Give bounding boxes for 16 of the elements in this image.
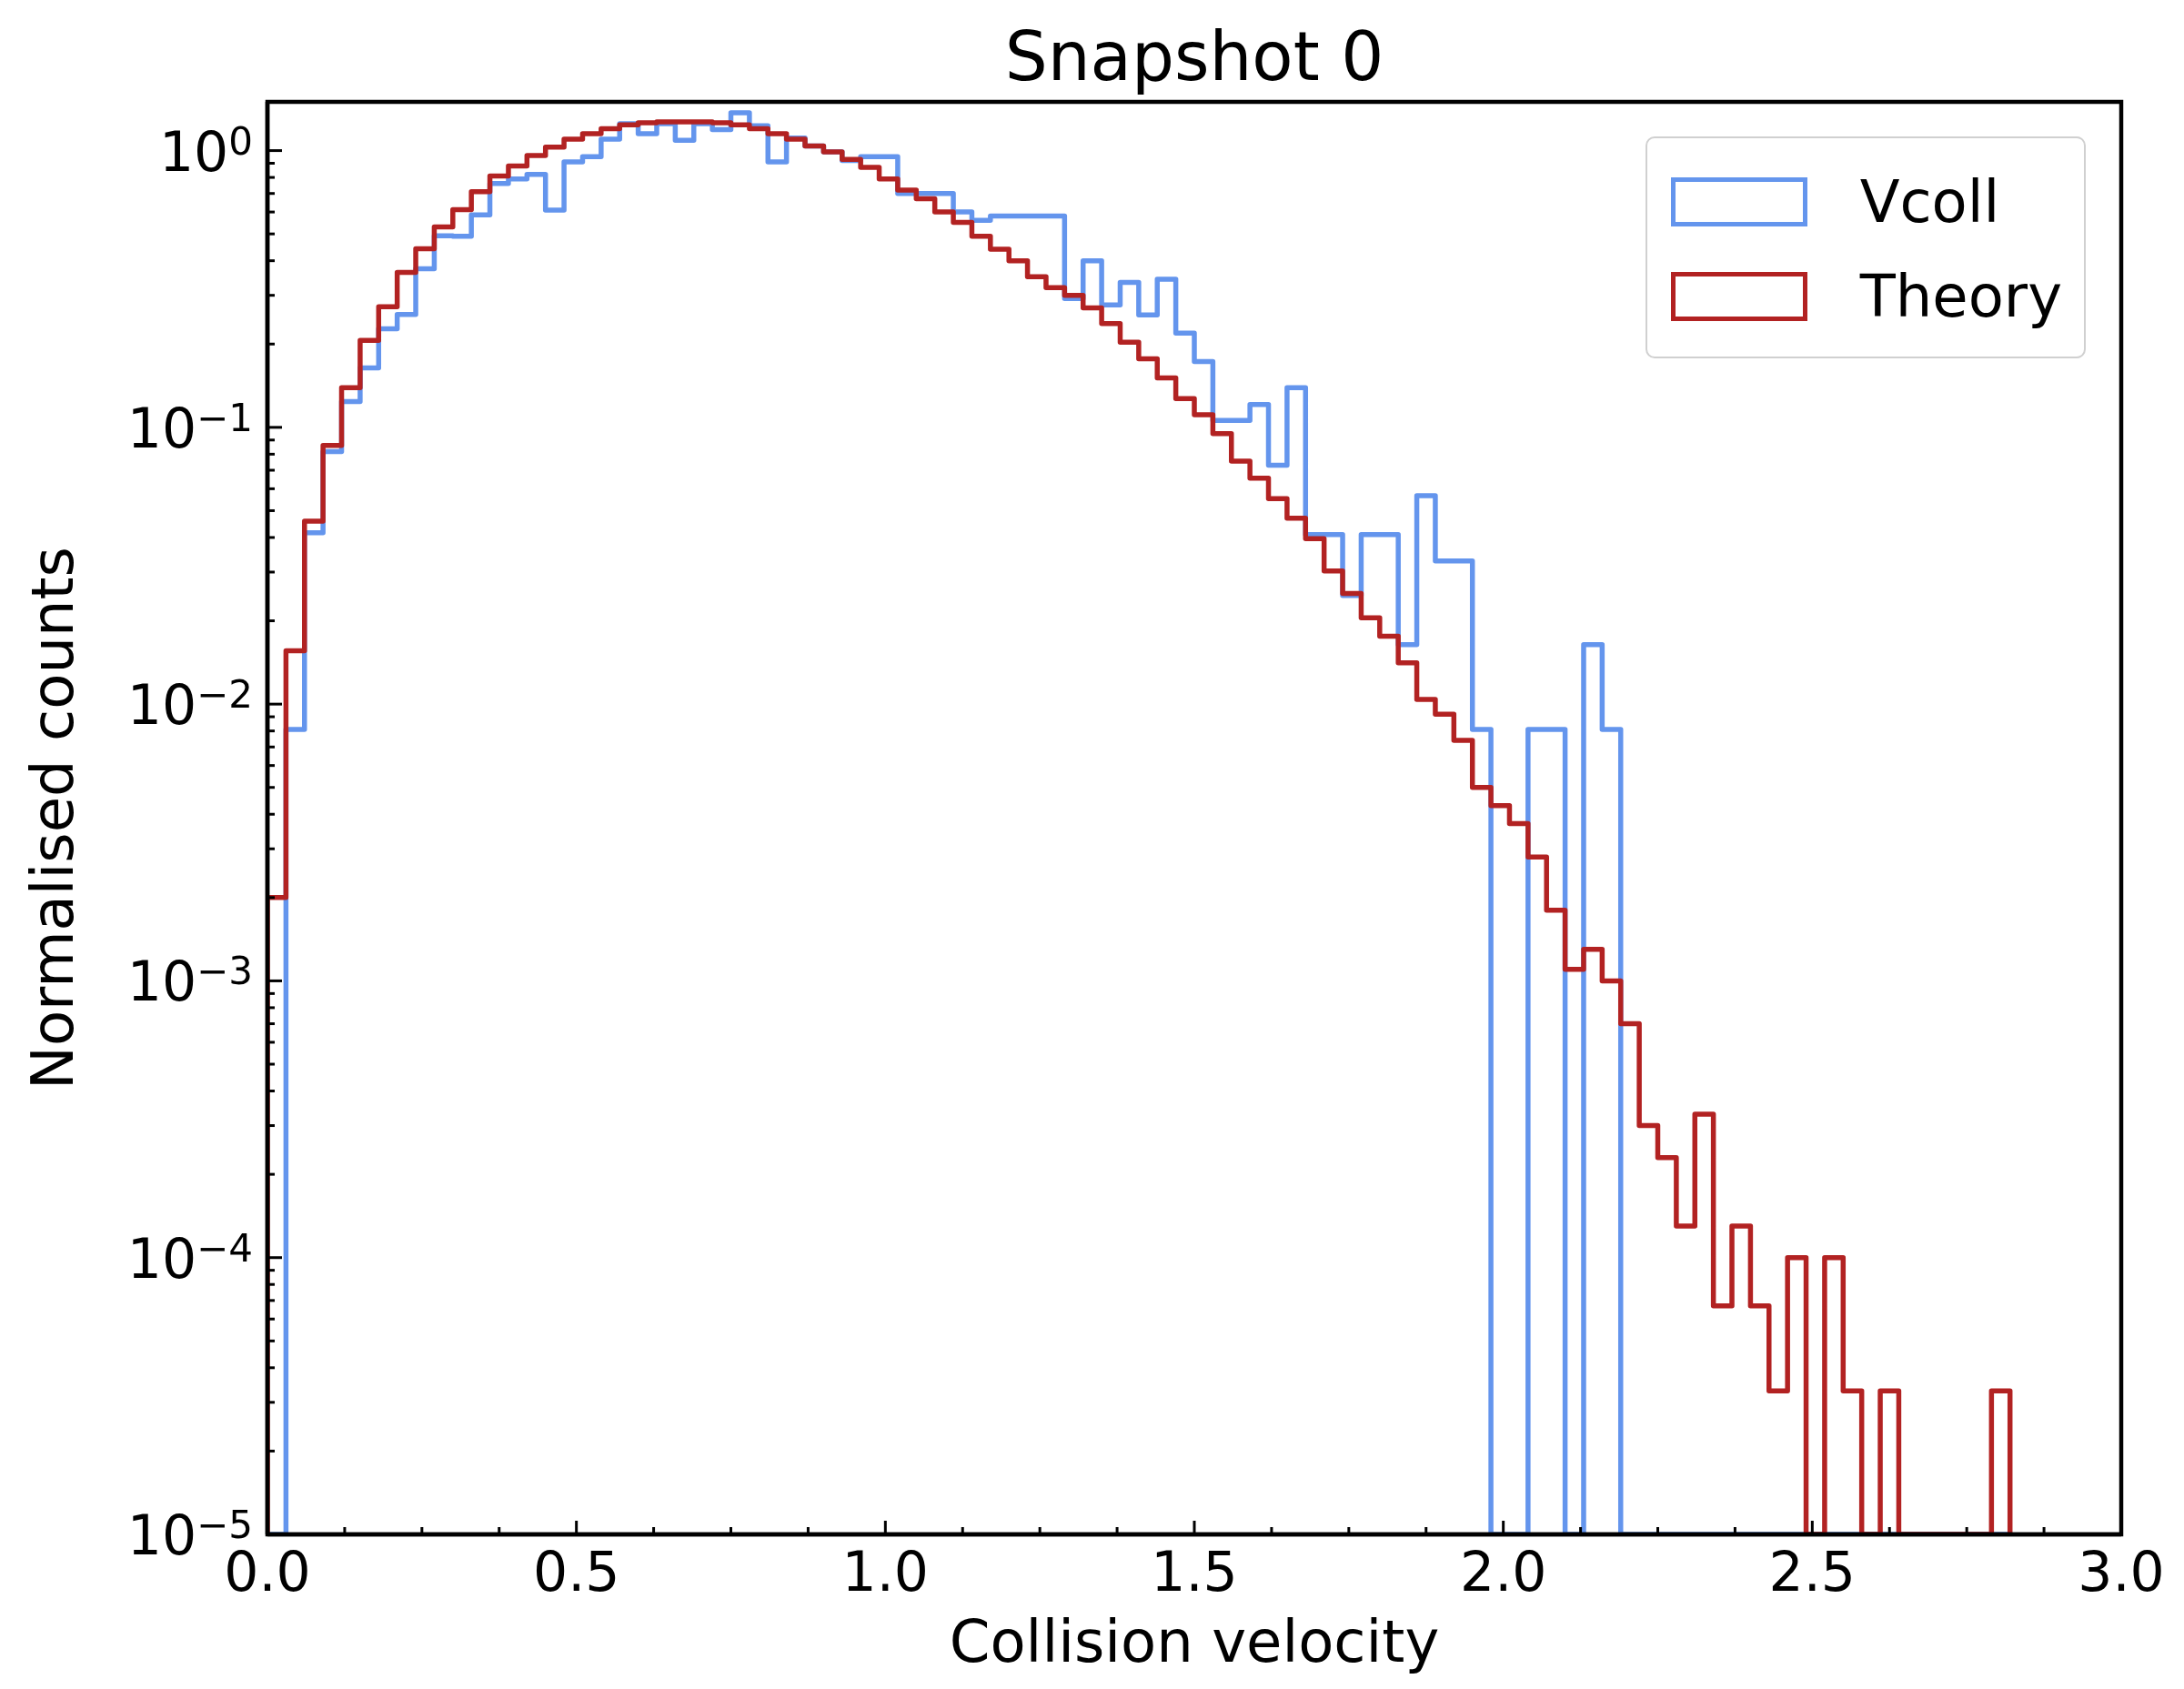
x-axis-title: Collision velocity <box>949 1608 1440 1675</box>
y-tick-label: 10$^{−2}$ <box>126 672 253 738</box>
legend-label: Theory <box>1859 263 2062 330</box>
y-tick-label: 10$^{−4}$ <box>126 1226 253 1291</box>
y-tick-label: 10$^{−1}$ <box>126 396 253 460</box>
x-tick-label: 3.0 <box>2078 1540 2165 1604</box>
legend-label: Vcoll <box>1859 168 2000 236</box>
x-tick-label: 1.5 <box>1151 1540 1238 1604</box>
chart-title: Snapshot 0 <box>1004 17 1384 96</box>
y-tick-label: 10$^{0}$ <box>158 118 253 184</box>
x-tick-label: 1.0 <box>841 1540 930 1604</box>
y-tick-label: 10$^{−3}$ <box>126 949 253 1014</box>
y-axis-title: Normalised counts <box>19 547 86 1090</box>
x-tick-label: 2.0 <box>1459 1540 1547 1604</box>
x-tick-label: 2.5 <box>1768 1540 1857 1604</box>
x-tick-label: 0.5 <box>532 1540 620 1604</box>
